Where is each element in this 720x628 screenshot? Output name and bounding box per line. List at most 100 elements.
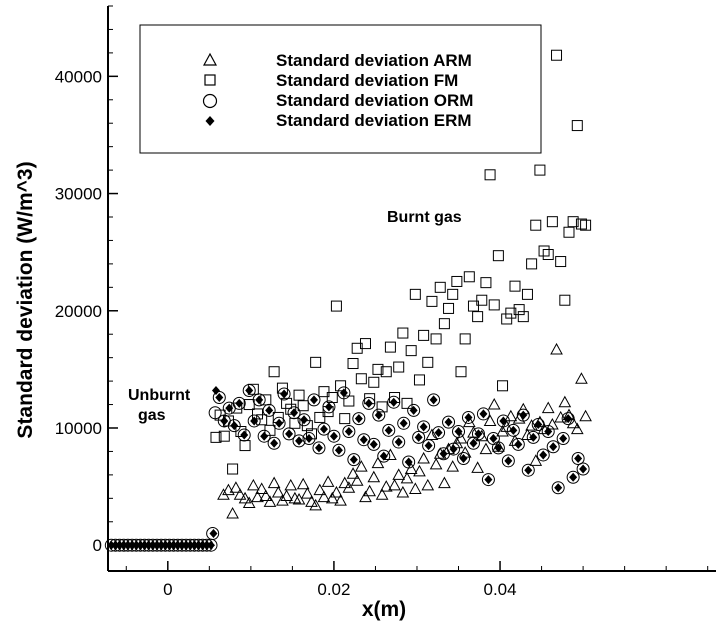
data-point-arm [566, 416, 580, 429]
data-point-orm [232, 396, 246, 410]
data-point-orm [491, 441, 505, 455]
data-point-orm [496, 414, 510, 428]
data-point-orm [292, 434, 306, 448]
data-point-fm [517, 311, 529, 323]
data-point-arm [421, 478, 435, 491]
data-point-erm [309, 395, 318, 405]
data-point-arm [575, 372, 588, 384]
data-point-erm [235, 398, 244, 408]
data-point-erm [215, 393, 224, 403]
data-point-orm [422, 439, 436, 453]
data-point-orm [561, 412, 575, 426]
data-point-arm [229, 481, 243, 493]
data-point-orm [417, 420, 431, 434]
data-point-fm [405, 345, 417, 357]
data-point-erm [444, 417, 453, 427]
data-point-erm [220, 416, 229, 426]
data-point-arm [233, 488, 247, 500]
data-point-fm [451, 275, 463, 287]
y-tick-label: 0 [93, 536, 102, 555]
data-point-arm [271, 485, 285, 498]
data-point-erm [119, 540, 128, 550]
data-point-arm [404, 462, 418, 475]
data-point-erm [123, 540, 132, 550]
data-point-arm [350, 474, 364, 486]
data-point-fm [413, 374, 425, 386]
data-point-orm [521, 463, 535, 477]
data-point-erm [434, 428, 443, 438]
data-point-fm [339, 413, 351, 425]
data-point-fm [542, 249, 554, 261]
data-point-erm [295, 436, 304, 446]
data-point-orm [571, 451, 585, 465]
data-point-fm [318, 386, 330, 398]
data-point-orm [367, 437, 381, 451]
data-point-arm [288, 491, 302, 504]
data-point-fm [401, 397, 413, 409]
data-point-erm [524, 465, 533, 475]
data-point-erm [194, 540, 203, 550]
data-point-fm [310, 356, 322, 368]
data-point-erm [529, 432, 538, 442]
data-point-arm [296, 477, 310, 490]
data-point-fm [409, 288, 421, 300]
legend-triangle-icon [202, 52, 218, 66]
data-point-orm [242, 383, 256, 397]
data-point-fm [521, 288, 533, 300]
data-point-orm [556, 432, 570, 446]
legend-diamond-icon [205, 116, 215, 126]
data-point-erm [364, 398, 373, 408]
data-point-fm [530, 219, 542, 231]
data-point-arm [558, 395, 572, 408]
data-point-arm [554, 410, 568, 423]
data-point-erm [285, 429, 294, 439]
data-point-arm [525, 419, 538, 431]
data-point-fm [335, 380, 347, 392]
data-point-orm [262, 403, 276, 417]
data-point-fm [343, 395, 355, 407]
data-point-orm [322, 400, 336, 414]
data-point-arm [392, 468, 406, 480]
data-point-erm [211, 385, 220, 395]
data-point-erm [374, 410, 383, 420]
data-point-fm [438, 318, 450, 330]
legend-box [139, 24, 542, 154]
data-point-fm [447, 288, 459, 300]
data-point-fm [347, 358, 359, 370]
data-point-erm [544, 427, 553, 437]
data-point-erm [474, 429, 483, 439]
data-point-arm [242, 496, 256, 509]
data-point-erm [494, 443, 503, 453]
data-point-fm [380, 366, 392, 378]
data-point-fm [459, 333, 471, 345]
data-point-orm [471, 427, 485, 441]
data-point-erm [519, 410, 528, 420]
data-point-orm [387, 395, 401, 409]
legend-label-orm: Standard deviation ORM [276, 91, 473, 110]
data-point-fm [488, 299, 500, 311]
data-point-fm [430, 333, 442, 345]
annotation-gas: gas [138, 407, 166, 424]
data-point-fm [580, 219, 592, 231]
data-point-orm [432, 426, 446, 440]
y-tick-label: 20000 [55, 302, 102, 321]
data-point-arm [504, 409, 518, 422]
data-point-fm [422, 356, 434, 368]
data-point-erm [314, 443, 323, 453]
data-point-orm [461, 410, 475, 424]
data-point-fm [501, 313, 513, 325]
data-point-arm [446, 460, 460, 472]
data-point-fm [443, 302, 455, 314]
data-point-orm [402, 455, 416, 469]
data-point-fm [434, 281, 446, 293]
data-point-fm [484, 169, 496, 181]
data-point-arm [325, 491, 339, 504]
data-point-erm [559, 434, 568, 444]
y-axis-title: Standard deviation (W/m^3) [14, 161, 37, 438]
data-point-fm [355, 373, 367, 385]
data-point-arm [330, 485, 343, 498]
data-point-orm [237, 428, 251, 442]
data-point-arm [247, 478, 260, 491]
data-point-arm [251, 490, 264, 503]
data-point-arm [226, 507, 239, 519]
